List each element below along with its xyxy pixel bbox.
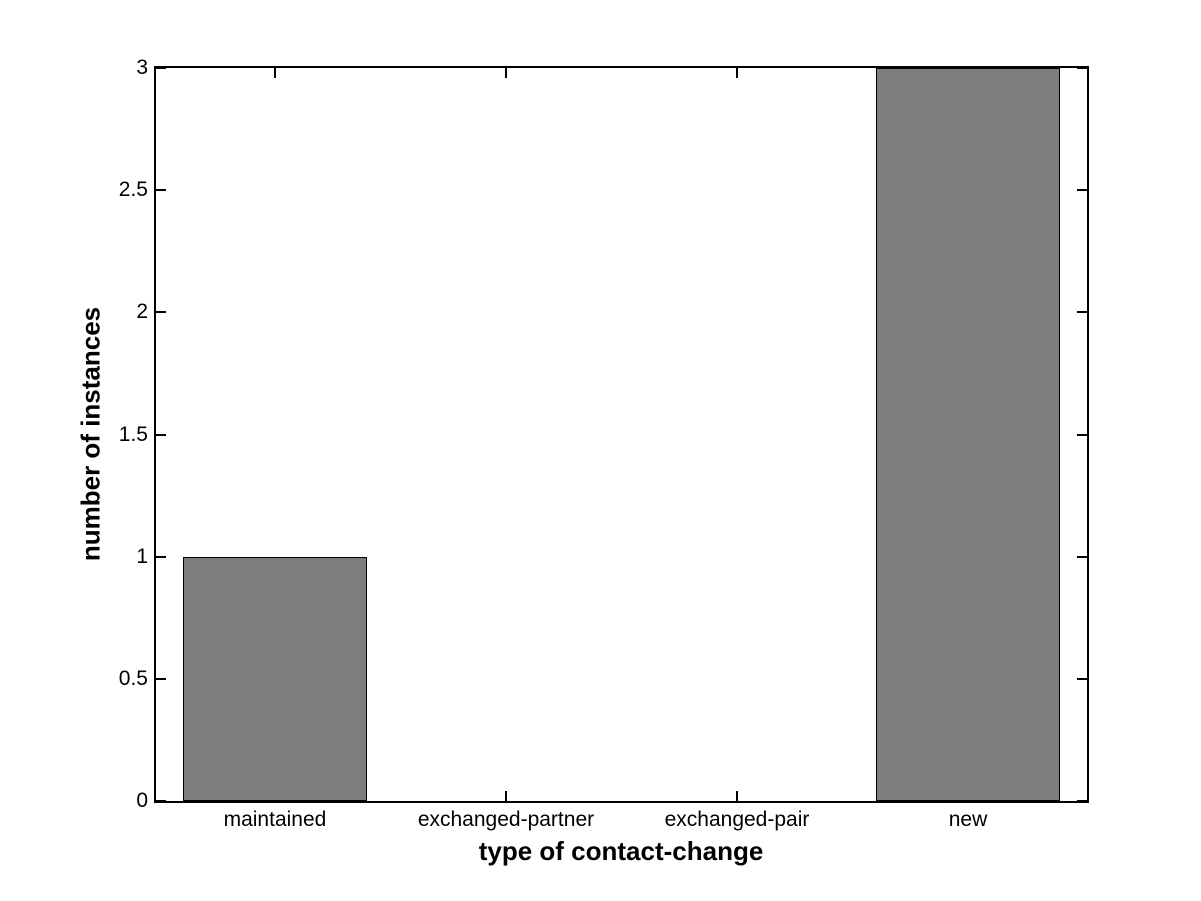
axis-ticks-layer xyxy=(156,67,1087,802)
y-tick-label: 2.5 xyxy=(118,178,148,202)
y-tick-label: 3 xyxy=(136,56,148,79)
y-tick-label: 0 xyxy=(136,789,148,812)
plot-area xyxy=(154,66,1089,803)
axis-tick xyxy=(156,67,166,69)
axis-tick xyxy=(1077,433,1087,436)
bar-maintained xyxy=(182,556,368,801)
axis-tick xyxy=(504,68,507,78)
x-tick-label: exchanged-pair xyxy=(664,808,810,831)
axis-tick xyxy=(156,189,166,192)
axis-tick xyxy=(156,555,166,558)
axis-tick xyxy=(156,677,166,680)
axis-tick xyxy=(156,433,166,436)
x-tick-label: new xyxy=(948,808,988,831)
axis-tick xyxy=(156,311,166,314)
x-tick-label: maintained xyxy=(223,808,327,831)
axis-tick xyxy=(1077,311,1087,314)
x-tick-label: exchanged-partner xyxy=(417,808,595,831)
axis-tick xyxy=(156,800,166,802)
y-tick-label: 0.5 xyxy=(118,666,148,690)
x-axis-label: type of contact-change xyxy=(478,836,764,866)
axis-tick xyxy=(736,791,738,801)
axis-tick xyxy=(1077,67,1087,69)
y-tick-label: 2 xyxy=(136,300,148,324)
axis-tick xyxy=(1077,677,1087,680)
axis-tick xyxy=(1077,800,1087,802)
y-tick-label: 1 xyxy=(136,544,148,568)
axis-tick xyxy=(1077,555,1087,558)
y-tick-label: 1.5 xyxy=(118,422,148,446)
bars-layer xyxy=(156,68,1087,801)
axis-tick xyxy=(273,68,276,78)
axis-tick xyxy=(1077,189,1087,192)
axis-tick xyxy=(504,791,507,801)
axis-tick xyxy=(736,68,738,78)
bar-new xyxy=(875,68,1061,801)
